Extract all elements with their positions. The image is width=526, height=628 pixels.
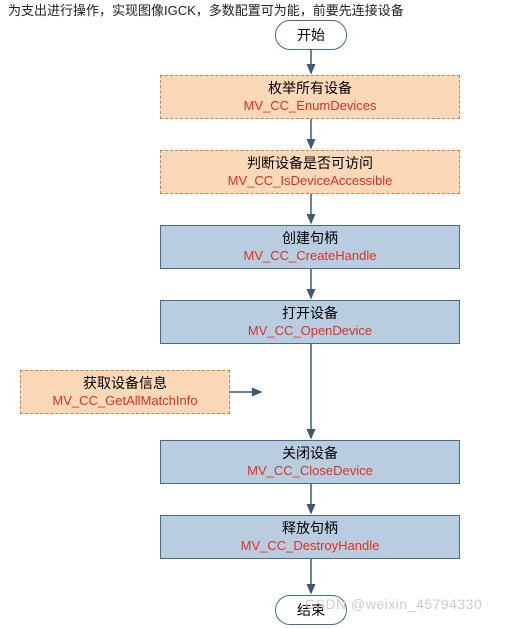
header-text: 为支出进行操作，实现图像IGCK，多数配置可为能，前要先连接设备 bbox=[8, 0, 404, 19]
box-api: MV_CC_OpenDevice bbox=[248, 323, 372, 340]
box-api: MV_CC_CreateHandle bbox=[244, 248, 377, 265]
watermark: CSDN @weixin_45794330 bbox=[305, 596, 482, 612]
box-title: 关闭设备 bbox=[282, 444, 338, 462]
destroy-handle-box: 释放句柄 MV_CC_DestroyHandle bbox=[160, 515, 460, 559]
box-api: MV_CC_IsDeviceAccessible bbox=[228, 173, 393, 190]
create-handle-box: 创建句柄 MV_CC_CreateHandle bbox=[160, 225, 460, 269]
box-title: 打开设备 bbox=[282, 304, 338, 322]
box-title: 释放句柄 bbox=[282, 519, 338, 537]
box-title: 枚举所有设备 bbox=[268, 79, 352, 97]
box-api: MV_CC_GetAllMatchInfo bbox=[52, 393, 197, 410]
box-title: 判断设备是否可访问 bbox=[247, 154, 373, 172]
box-api: MV_CC_CloseDevice bbox=[247, 463, 373, 480]
start-label: 开始 bbox=[297, 25, 325, 45]
start-terminator: 开始 bbox=[275, 20, 347, 50]
box-api: MV_CC_EnumDevices bbox=[244, 98, 377, 115]
get-match-info-box: 获取设备信息 MV_CC_GetAllMatchInfo bbox=[20, 370, 230, 414]
device-accessible-box: 判断设备是否可访问 MV_CC_IsDeviceAccessible bbox=[160, 150, 460, 194]
enum-devices-box: 枚举所有设备 MV_CC_EnumDevices bbox=[160, 75, 460, 119]
open-device-box: 打开设备 MV_CC_OpenDevice bbox=[160, 300, 460, 344]
box-title: 创建句柄 bbox=[282, 229, 338, 247]
box-title: 获取设备信息 bbox=[83, 374, 167, 392]
close-device-box: 关闭设备 MV_CC_CloseDevice bbox=[160, 440, 460, 484]
box-api: MV_CC_DestroyHandle bbox=[241, 538, 380, 555]
